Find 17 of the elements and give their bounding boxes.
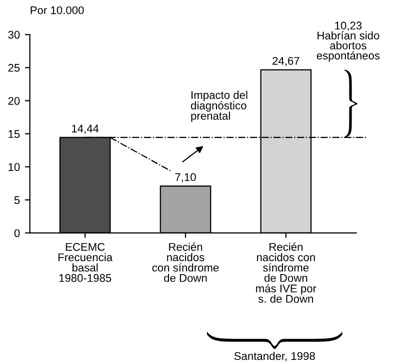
data-label: 14,44 xyxy=(72,124,99,134)
y-tick-label: 30 xyxy=(8,30,20,39)
y-axis-title: Por 10.000 xyxy=(30,6,84,14)
y-tick-label: 5 xyxy=(14,196,20,204)
data-label: 7,10 xyxy=(175,173,196,182)
text: Santander, 1998 xyxy=(234,352,315,362)
y-tick-label: 10 xyxy=(8,163,20,171)
y-tick-label: 15 xyxy=(8,130,20,138)
y-tick-label: 0 xyxy=(14,229,20,238)
x-tick-label: ECEMC Frecuencia basal 1980-1985 xyxy=(58,242,113,282)
annotation: Impacto del diagnóstico prenatal xyxy=(190,90,248,122)
y-tick-label: 25 xyxy=(8,64,20,72)
data-label: 24,67 xyxy=(272,56,300,66)
x-tick-label: Recién nacidos con síndrome de Down más IVE por s. de Down xyxy=(256,242,316,303)
y-tick-label: 20 xyxy=(8,96,20,105)
x-tick-label: Recién nacidos con síndrome de Down xyxy=(152,242,219,282)
annotation: 10,23 Habrían sido abortos espontáneos xyxy=(316,22,380,62)
